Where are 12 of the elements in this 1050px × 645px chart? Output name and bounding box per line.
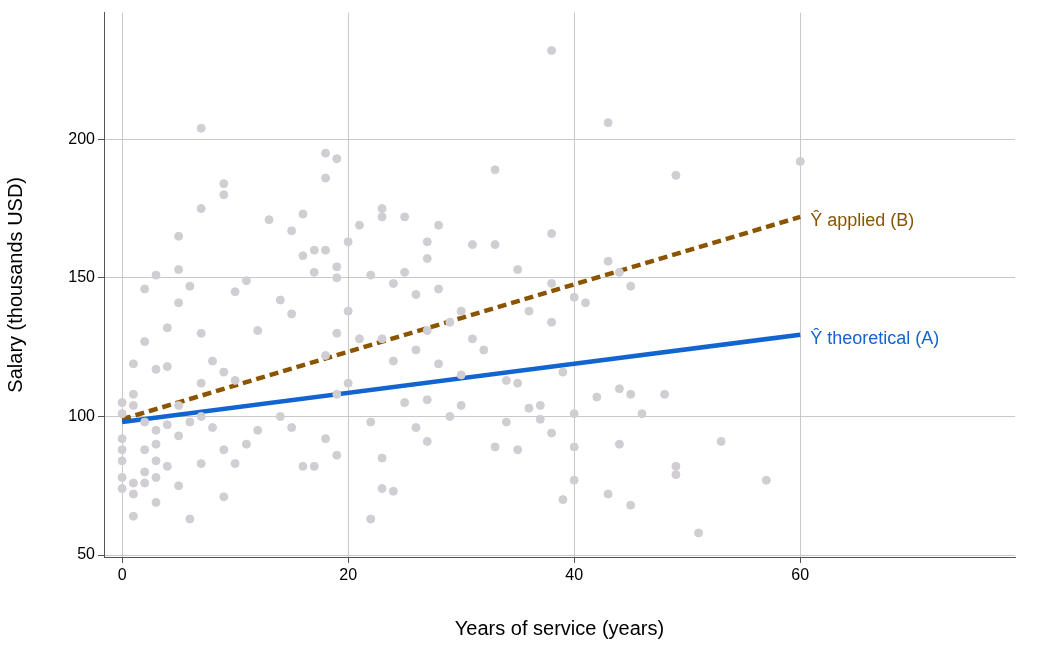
x-tick-label: 20 <box>339 566 358 584</box>
x-axis-title: Years of service (years) <box>454 616 665 639</box>
series-label: Ŷ theoretical (A) <box>810 327 940 348</box>
y-tick-label: 150 <box>68 268 96 286</box>
series-label: Ŷ applied (B) <box>810 209 915 230</box>
y-tick-label: 100 <box>68 406 96 424</box>
x-tick-label: 0 <box>117 566 127 584</box>
y-tick-label: 50 <box>77 545 96 563</box>
x-tick-label: 60 <box>791 566 810 584</box>
x-tick-label: 40 <box>565 566 584 584</box>
y-axis-title: Salary (thousands USD) <box>3 176 26 393</box>
y-tick-label: 200 <box>68 129 96 147</box>
